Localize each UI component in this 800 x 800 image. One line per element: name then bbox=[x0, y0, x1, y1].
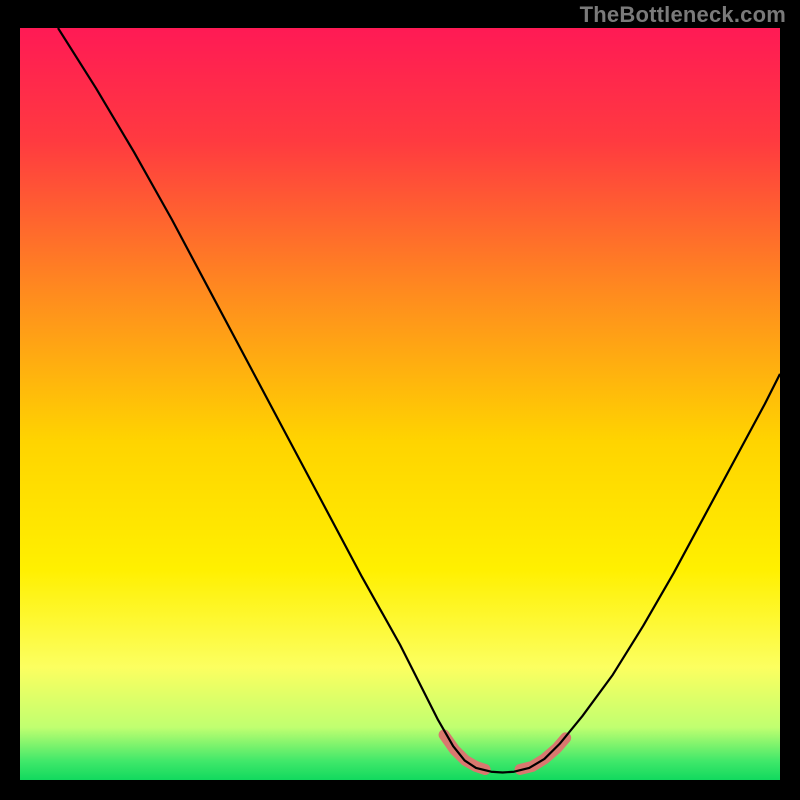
watermark-text: TheBottleneck.com bbox=[580, 2, 786, 28]
chart-frame: TheBottleneck.com bbox=[0, 0, 800, 800]
gradient-background bbox=[20, 28, 780, 780]
bottleneck-chart bbox=[20, 28, 780, 780]
